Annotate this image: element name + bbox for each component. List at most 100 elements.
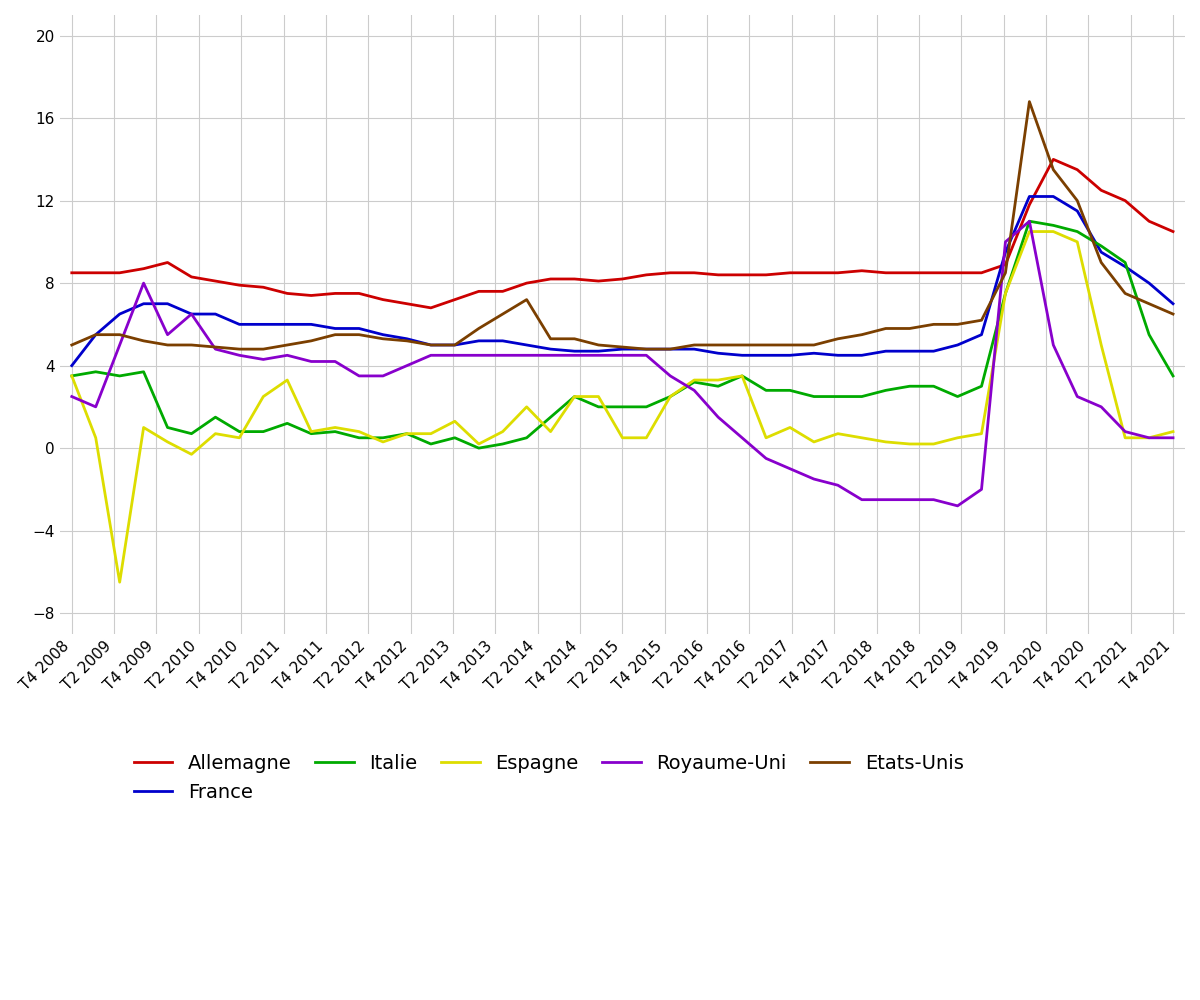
France — [1166, 298, 1181, 310]
France — [328, 322, 342, 334]
Espagne — [950, 432, 965, 444]
Etats-Unis — [472, 322, 486, 334]
Etats-Unis — [640, 343, 654, 355]
Etats-Unis — [830, 333, 845, 345]
Italie — [926, 380, 941, 392]
France — [209, 308, 223, 320]
Allemagne — [998, 259, 1013, 271]
Italie — [352, 432, 366, 444]
Royaume-Uni — [280, 349, 294, 361]
France — [424, 339, 438, 351]
Royaume-Uni — [1094, 401, 1109, 413]
Etats-Unis — [950, 318, 965, 330]
France — [496, 335, 510, 347]
France — [89, 329, 103, 341]
Etats-Unis — [137, 335, 151, 347]
Italie — [782, 384, 797, 396]
Allemagne — [472, 285, 486, 297]
Royaume-Uni — [472, 349, 486, 361]
France — [592, 345, 606, 357]
Italie — [854, 391, 869, 403]
Line: Espagne: Espagne — [72, 232, 1174, 582]
Allemagne — [1118, 195, 1133, 207]
Royaume-Uni — [185, 308, 199, 320]
Royaume-Uni — [520, 349, 534, 361]
Espagne — [830, 428, 845, 440]
Allemagne — [280, 287, 294, 299]
Royaume-Uni — [448, 349, 462, 361]
Espagne — [280, 374, 294, 386]
Royaume-Uni — [304, 355, 318, 367]
Italie — [688, 376, 702, 388]
Etats-Unis — [1046, 164, 1061, 176]
Espagne — [137, 421, 151, 433]
Royaume-Uni — [926, 494, 941, 506]
Italie — [256, 426, 270, 438]
Etats-Unis — [782, 339, 797, 351]
Italie — [640, 401, 654, 413]
Royaume-Uni — [568, 349, 582, 361]
Allemagne — [424, 302, 438, 314]
Italie — [496, 438, 510, 450]
Royaume-Uni — [1142, 432, 1157, 444]
Espagne — [640, 432, 654, 444]
France — [448, 339, 462, 351]
Italie — [232, 426, 246, 438]
Allemagne — [400, 298, 414, 310]
Etats-Unis — [304, 335, 318, 347]
Etats-Unis — [352, 329, 366, 341]
Etats-Unis — [1094, 256, 1109, 268]
Etats-Unis — [616, 341, 630, 353]
Etats-Unis — [688, 339, 702, 351]
Allemagne — [209, 275, 223, 287]
France — [400, 333, 414, 345]
Allemagne — [304, 289, 318, 301]
Etats-Unis — [758, 339, 773, 351]
Italie — [1166, 370, 1181, 382]
Allemagne — [544, 273, 558, 285]
Royaume-Uni — [734, 432, 749, 444]
Italie — [1070, 226, 1085, 238]
France — [1118, 261, 1133, 273]
Etats-Unis — [209, 341, 223, 353]
Royaume-Uni — [209, 343, 223, 355]
Line: Allemagne: Allemagne — [72, 159, 1174, 308]
Allemagne — [830, 267, 845, 279]
Espagne — [376, 436, 390, 448]
Etats-Unis — [280, 339, 294, 351]
France — [1046, 190, 1061, 202]
Espagne — [185, 448, 199, 460]
Italie — [710, 380, 725, 392]
Royaume-Uni — [1022, 215, 1037, 227]
France — [950, 339, 965, 351]
Italie — [734, 370, 749, 382]
Etats-Unis — [854, 329, 869, 341]
Italie — [974, 380, 989, 392]
Royaume-Uni — [950, 500, 965, 512]
Italie — [424, 438, 438, 450]
Etats-Unis — [496, 308, 510, 320]
France — [1022, 190, 1037, 202]
Espagne — [926, 438, 941, 450]
Espagne — [161, 436, 175, 448]
Italie — [1022, 215, 1037, 227]
Espagne — [854, 432, 869, 444]
Espagne — [304, 426, 318, 438]
Espagne — [448, 415, 462, 427]
Allemagne — [806, 267, 821, 279]
Royaume-Uni — [998, 236, 1013, 248]
Espagne — [352, 426, 366, 438]
France — [926, 345, 941, 357]
Espagne — [113, 576, 127, 588]
Allemagne — [1070, 164, 1085, 176]
Line: Etats-Unis: Etats-Unis — [72, 102, 1174, 349]
Espagne — [496, 426, 510, 438]
France — [830, 349, 845, 361]
Etats-Unis — [878, 322, 893, 334]
Etats-Unis — [256, 343, 270, 355]
Etats-Unis — [113, 329, 127, 341]
Royaume-Uni — [592, 349, 606, 361]
Italie — [1094, 240, 1109, 252]
France — [544, 343, 558, 355]
France — [1094, 246, 1109, 258]
